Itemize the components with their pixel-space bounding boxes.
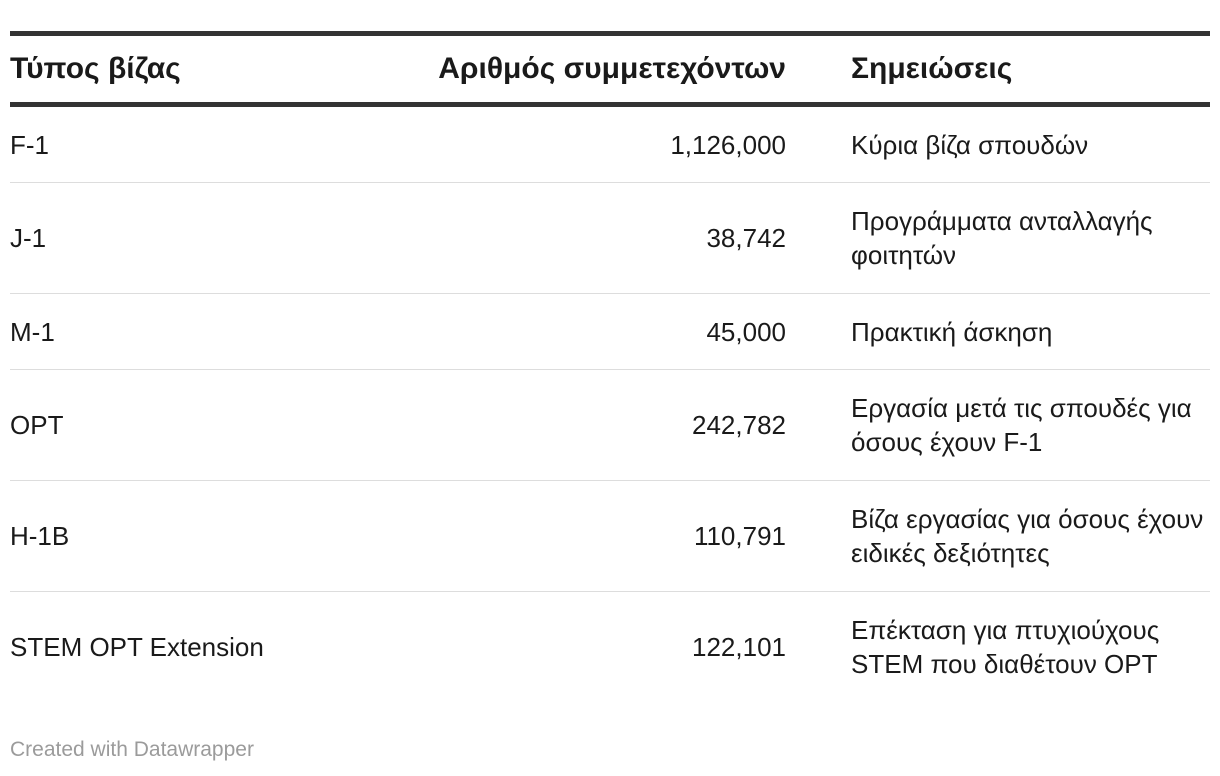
cell-visa-type: J-1 — [10, 182, 310, 294]
cell-notes: Προγράμματα ανταλλαγής φοιτητών — [786, 182, 1210, 294]
cell-visa-type: OPT — [10, 369, 310, 481]
table-row: J-1 38,742 Προγράμματα ανταλλαγής φοιτητ… — [10, 182, 1210, 294]
table-header-row: Τύπος βίζας Αριθμός συμμετεχόντων Σημειώ… — [10, 36, 1210, 107]
column-header-notes[interactable]: Σημειώσεις — [786, 36, 1210, 107]
table-row: OPT 242,782 Εργασία μετά τις σπουδές για… — [10, 369, 1210, 481]
cell-notes: Βίζα εργασίας για όσους έχουν ειδικές δε… — [786, 480, 1210, 592]
cell-participants: 45,000 — [310, 293, 786, 370]
table-top-rule — [10, 31, 1210, 36]
table-row: H-1B 110,791 Βίζα εργασίας για όσους έχο… — [10, 480, 1210, 592]
column-header-participants[interactable]: Αριθμός συμμετεχόντων — [310, 36, 786, 107]
cell-participants: 110,791 — [310, 480, 786, 592]
cell-notes: Κύρια βίζα σπουδών — [786, 104, 1210, 183]
cell-visa-type: F-1 — [10, 104, 310, 183]
cell-notes: Επέκταση για πτυχιούχους STEM που διαθέτ… — [851, 615, 1160, 679]
cell-visa-type: H-1B — [10, 480, 310, 592]
table-row: STEM OPT Extension 122,101 Επέκταση για … — [10, 592, 1210, 703]
cell-participants: 1,126,000 — [310, 104, 786, 183]
column-header-visa-type[interactable]: Τύπος βίζας — [10, 36, 310, 107]
table-row: M-1 45,000 Πρακτική άσκηση — [10, 293, 1210, 370]
datawrapper-credit[interactable]: Created with Datawrapper — [10, 738, 254, 761]
cell-participants: 122,101 — [692, 632, 786, 662]
cell-notes: Εργασία μετά τις σπουδές για όσους έχουν… — [786, 369, 1210, 481]
cell-visa-type: STEM OPT Extension — [10, 632, 264, 662]
cell-visa-type: M-1 — [10, 293, 310, 370]
cell-participants: 38,742 — [310, 182, 786, 294]
table-row: F-1 1,126,000 Κύρια βίζα σπουδών — [10, 104, 1210, 183]
cell-participants: 242,782 — [310, 369, 786, 481]
cell-notes: Πρακτική άσκηση — [786, 293, 1210, 370]
visa-table: Τύπος βίζας Αριθμός συμμετεχόντων Σημειώ… — [10, 36, 1210, 702]
